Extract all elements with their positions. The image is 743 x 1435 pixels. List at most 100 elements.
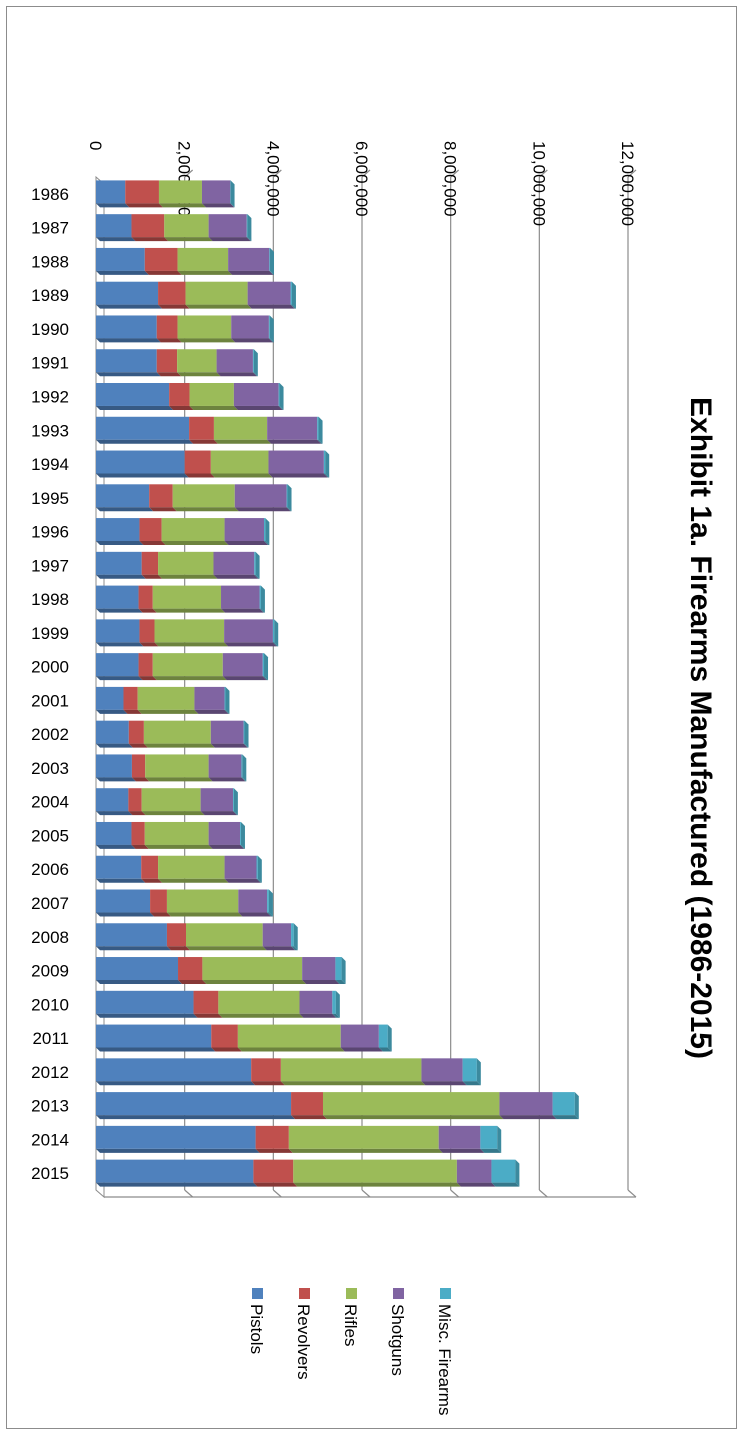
- bar-segment-depth: [246, 237, 252, 242]
- bar-segment-depth: [184, 473, 215, 478]
- bar-segment-depth: [230, 203, 235, 208]
- bar-segment-shotguns: [208, 821, 241, 845]
- value-tick-label: 10,000,000: [529, 141, 548, 226]
- bar-segment-misc-firearms: [224, 686, 226, 710]
- bar-segment-pistols: [96, 450, 185, 474]
- bar-segment-pistols: [96, 349, 157, 373]
- bar-segment-depth: [253, 1182, 298, 1187]
- bar-segment-pistols: [96, 484, 150, 508]
- bar-segment-shotguns: [438, 1125, 481, 1149]
- bar-segment-shotguns: [228, 247, 270, 271]
- bar-segment-depth: [222, 676, 267, 681]
- bar-segment-shotguns: [247, 281, 291, 305]
- value-tick-label: 12,000,000: [618, 141, 637, 226]
- bar-segment-depth: [243, 743, 249, 748]
- bar-segment-depth: [256, 878, 262, 883]
- bar-end-cap: [574, 1092, 579, 1120]
- gridline-top: [538, 169, 548, 178]
- bar-segment-depth: [221, 608, 264, 613]
- bar-segment-depth: [224, 541, 269, 546]
- bar-segment-depth: [96, 473, 189, 478]
- bar-segment-depth: [177, 338, 236, 343]
- bar-segment-depth: [438, 1148, 485, 1153]
- bar-segment-depth: [262, 676, 269, 681]
- bar-segment-depth: [228, 270, 274, 275]
- bar-segment-depth: [552, 1115, 579, 1120]
- category-label: 2008: [31, 928, 69, 947]
- bar-segment-shotguns: [262, 923, 292, 947]
- bar-segment-depth: [96, 507, 154, 512]
- bar-segment-revolvers: [128, 788, 142, 812]
- bar-segment-depth: [189, 439, 218, 444]
- bar-segment-shotguns: [268, 450, 324, 474]
- bar-segment-depth: [254, 574, 260, 579]
- bar-end-cap: [270, 247, 275, 275]
- bar-segment-revolvers: [184, 450, 211, 474]
- bar-segment-depth: [138, 608, 157, 613]
- bar-segment-depth: [96, 979, 183, 984]
- bar-segment-rifles: [322, 1092, 500, 1116]
- bar-segment-depth: [499, 1115, 557, 1120]
- bar-end-cap: [515, 1159, 520, 1187]
- bar-segment-revolvers: [169, 383, 190, 406]
- bar-segment-rifles: [189, 383, 234, 406]
- bar-segment-depth: [234, 507, 291, 512]
- chart-title: Exhibit 1a. Firearms Manufactured (1986-…: [684, 397, 717, 1059]
- bar-segment-rifles: [177, 247, 229, 271]
- bar-segment-misc-firearms: [246, 214, 248, 238]
- bar-end-cap: [233, 788, 238, 816]
- bar-segment-pistols: [96, 1159, 254, 1183]
- bar-segment-revolvers: [156, 349, 178, 373]
- bar-segment-rifles: [141, 788, 201, 812]
- gridline-top: [272, 169, 282, 178]
- bar-segment-depth: [286, 507, 292, 512]
- bar-segment-depth: [278, 405, 284, 410]
- bar-segment-depth: [123, 709, 142, 714]
- bar-segment-pistols: [96, 923, 167, 947]
- bar-segment-depth: [178, 979, 207, 984]
- gridline-top: [450, 169, 460, 178]
- bar-segment-depth: [149, 507, 177, 512]
- bar-segment-depth: [96, 237, 136, 242]
- bar-end-cap: [257, 855, 262, 883]
- bar-segment-depth: [210, 743, 248, 748]
- bar-end-cap: [497, 1125, 502, 1153]
- bar-segment-depth: [141, 878, 163, 883]
- bar-segment-shotguns: [231, 315, 269, 339]
- bar-segment-depth: [144, 844, 213, 849]
- bar-segment-depth: [210, 473, 273, 478]
- bar-segment-depth: [96, 574, 146, 579]
- bar-segment-rifles: [280, 1058, 422, 1082]
- bar-segment-depth: [131, 237, 169, 242]
- bar-segment-revolvers: [144, 247, 178, 271]
- bar-end-cap: [387, 1024, 392, 1052]
- bar-segment-depth: [172, 507, 239, 512]
- bar-segment-depth: [177, 372, 221, 377]
- bar-segment-shotguns: [340, 1024, 379, 1048]
- bar-segment-revolvers: [139, 619, 155, 643]
- bar-segment-depth: [96, 912, 155, 917]
- bar-segment-shotguns: [213, 551, 255, 575]
- bar-segment-revolvers: [156, 315, 178, 339]
- bar-segment-depth: [166, 946, 190, 951]
- bar-segment-misc-firearms: [278, 383, 280, 406]
- bar-segment-depth: [169, 405, 194, 410]
- bar-segment-depth: [96, 709, 128, 714]
- bar-segment-rifles: [210, 450, 269, 474]
- category-label: 2007: [31, 894, 69, 913]
- bar-segment-revolvers: [255, 1125, 289, 1149]
- bar-segment-misc-firearms: [272, 619, 275, 643]
- bar-segment-depth: [462, 1081, 481, 1086]
- bar-segment-misc-firearms: [291, 923, 294, 947]
- bar-segment-misc-firearms: [243, 720, 245, 744]
- category-label: 1995: [31, 489, 69, 508]
- bar-segment-depth: [247, 304, 295, 309]
- legend-swatch: [299, 1288, 310, 1299]
- bar-segment-rifles: [237, 1024, 341, 1048]
- bar-segment-depth: [96, 811, 133, 816]
- bar-segment-misc-firearms: [552, 1092, 575, 1116]
- bar-end-cap: [240, 821, 245, 849]
- bar-segment-pistols: [96, 855, 142, 879]
- category-label: 2003: [31, 759, 69, 778]
- bar-segment-depth: [340, 1047, 383, 1052]
